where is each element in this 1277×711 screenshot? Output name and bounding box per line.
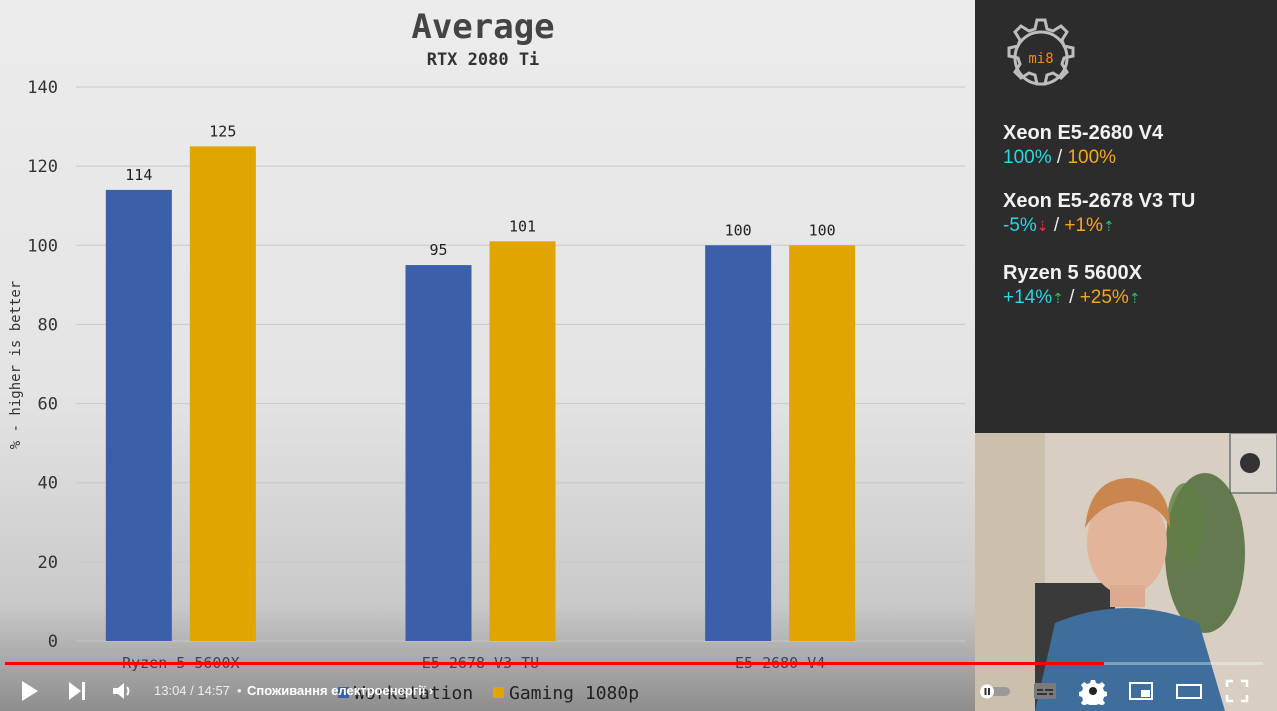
chapter-title[interactable]: Споживання електроенергії › (247, 683, 433, 698)
gear-icon (1079, 680, 1107, 708)
theater-icon (1176, 684, 1202, 699)
next-button[interactable] (63, 677, 91, 705)
bar (705, 245, 772, 642)
play-icon (22, 681, 38, 701)
gaming-value: 100% (1067, 147, 1117, 168)
y-axis-label: % - higher is better (8, 281, 24, 450)
settings-button[interactable] (1079, 677, 1107, 708)
subtitles-button[interactable] (1031, 677, 1059, 705)
autoplay-toggle-icon (980, 684, 1010, 699)
comparison-name: Xeon E5-2680 V4 (1003, 122, 1164, 144)
up-arrow-icon: ⇡ (1102, 218, 1115, 234)
subtitles-icon (1034, 683, 1056, 699)
y-tick-label: 60 (38, 395, 58, 415)
comparison-name: Xeon E5-2678 V3 TU (1003, 190, 1196, 212)
presenter-image (975, 433, 1277, 711)
gaming-value: +25% (1079, 287, 1129, 308)
fullscreen-icon (1225, 679, 1249, 703)
chart-area: Average RTX 2080 Ti % - higher is better… (0, 0, 975, 711)
up-arrow-icon: ⇡ (1052, 290, 1064, 306)
miniplayer-button[interactable] (1127, 677, 1155, 705)
volume-button[interactable] (108, 677, 136, 705)
bar (789, 245, 856, 642)
separator: / (1053, 215, 1060, 236)
up-arrow-icon: ⇡ (1128, 290, 1141, 306)
legend-swatch (338, 687, 349, 698)
y-tick-label: 100 (27, 236, 58, 256)
fullscreen-button[interactable] (1223, 677, 1251, 705)
chapter-label: Споживання електроенергії (247, 683, 426, 698)
gaming-value: +1% (1064, 215, 1103, 236)
bar (105, 189, 172, 641)
play-button[interactable] (15, 677, 43, 705)
workstation-value: -5% (1003, 215, 1037, 236)
y-tick-label: 40 (38, 474, 58, 494)
comparison-name: Ryzen 5 5600X (1003, 262, 1142, 284)
workstation-value: +14% (1003, 287, 1053, 308)
time-display: 13:04 / 14:57 (154, 683, 230, 698)
data-label: 100 (809, 221, 836, 239)
comparison-item: Ryzen 5 5600X +14%⇡ / +25%⇡ (1003, 262, 1142, 309)
miniplayer-icon (1129, 682, 1153, 700)
y-tick-label: 140 (27, 78, 58, 98)
progress-bar[interactable] (5, 662, 1263, 665)
chevron-right-icon: › (429, 683, 434, 698)
data-label: 95 (429, 241, 447, 259)
logo: mi8 (999, 16, 1083, 100)
data-label: 114 (125, 166, 152, 184)
workstation-value: 100% (1003, 147, 1052, 168)
down-arrow-icon: ⇣ (1036, 218, 1049, 234)
y-tick-label: 0 (48, 632, 58, 652)
progress-fill (5, 662, 1105, 665)
autoplay-toggle[interactable] (978, 677, 1012, 705)
chapter-separator: • (237, 683, 242, 698)
legend-label: Gaming 1080p (509, 683, 639, 704)
legend-label: Workstation (354, 683, 473, 704)
separator: / (1056, 147, 1063, 168)
logo-text: mi8 (1028, 51, 1053, 67)
chart-title: Average (411, 7, 554, 47)
legend: Workstation Gaming 1080p (338, 683, 639, 704)
player-controls: 13:04 / 14:57 • Споживання електроенергі… (0, 671, 1277, 711)
y-tick-label: 20 (38, 553, 58, 573)
bar (489, 241, 556, 642)
y-tick-label: 80 (38, 315, 58, 335)
data-label: 125 (209, 122, 236, 140)
separator: / (1069, 287, 1075, 308)
legend-swatch (493, 687, 504, 698)
y-tick-label: 120 (27, 157, 58, 177)
data-label: 100 (725, 221, 752, 239)
next-icon (69, 682, 85, 700)
comparison-item: Xeon E5-2678 V3 TU -5%⇣ / +1%⇡ (1003, 190, 1195, 237)
bar (189, 146, 256, 641)
comparison-panel: mi8 Xeon E5-2680 V4 100% / 100% Xeon E5-… (975, 0, 1277, 433)
comparison-item: Xeon E5-2680 V4 100% / 100% (1003, 122, 1163, 169)
data-label: 101 (509, 217, 536, 235)
bar-chart: Average RTX 2080 Ti % - higher is better… (8, 7, 965, 704)
bar (405, 265, 472, 641)
chart-subtitle: RTX 2080 Ti (427, 50, 540, 70)
theater-button[interactable] (1175, 677, 1203, 705)
volume-icon (113, 683, 130, 699)
webcam-overlay (975, 433, 1277, 711)
